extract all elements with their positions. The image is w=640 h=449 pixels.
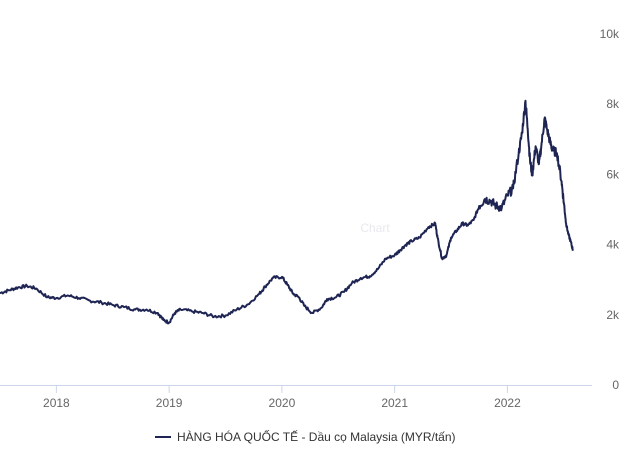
series-line[interactable]: [0, 99, 574, 325]
series-group: [0, 99, 574, 325]
y-tick-label: 2k: [606, 308, 620, 322]
y-tick-label: 4k: [606, 238, 620, 252]
x-tick-label: 2021: [381, 396, 408, 410]
legend[interactable]: HÀNG HÓA QUỐC TẾ - Dầu cọ Malaysia (MYR/…: [155, 429, 456, 444]
y-tick-label: 6k: [606, 167, 620, 181]
chart-watermark: Chart: [360, 221, 390, 235]
y-tick-label: 0: [612, 378, 619, 392]
x-tick-label: 2020: [269, 396, 296, 410]
y-tick-label: 10k: [600, 27, 620, 41]
x-axis-ticks: 2018 2019 2020 2021 2022: [43, 385, 521, 410]
x-tick-label: 2018: [43, 396, 70, 410]
x-tick-label: 2022: [494, 396, 521, 410]
y-tick-label: 8k: [606, 97, 620, 111]
x-tick-label: 2019: [156, 396, 183, 410]
legend-label[interactable]: HÀNG HÓA QUỐC TẾ - Dầu cọ Malaysia (MYR/…: [177, 429, 456, 444]
y-axis-ticks: 0 2k 4k 6k 8k 10k: [600, 27, 620, 392]
